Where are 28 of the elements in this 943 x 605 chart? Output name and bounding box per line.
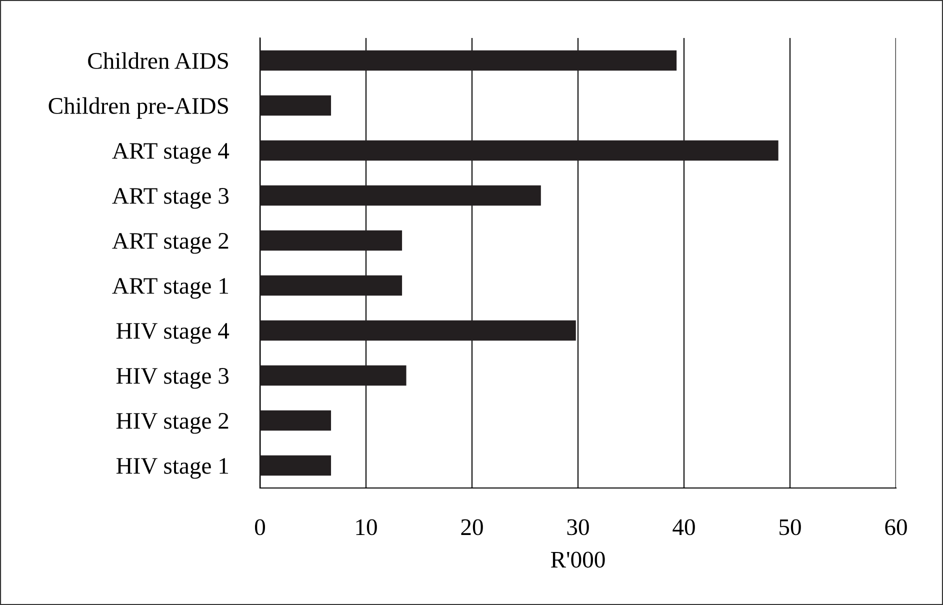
y-tick-label: ART stage 4 xyxy=(112,143,230,164)
bar xyxy=(260,455,332,476)
x-tick-label: 0 xyxy=(254,519,266,536)
x-tick-label: 20 xyxy=(461,519,483,536)
x-tick-label: 30 xyxy=(567,519,589,536)
bar xyxy=(260,50,677,71)
x-tick-label: 60 xyxy=(885,519,907,536)
bar xyxy=(260,320,576,341)
y-tick-label: HIV stage 3 xyxy=(116,368,229,389)
y-tick-label: ART stage 1 xyxy=(112,278,228,299)
bar xyxy=(260,95,332,116)
y-tick-label: HIV stage 2 xyxy=(116,413,228,434)
bar xyxy=(260,365,406,386)
x-axis-title: R'000 xyxy=(550,552,605,568)
y-tick-label: ART stage 3 xyxy=(112,188,229,209)
x-tick-label: 40 xyxy=(672,519,695,536)
bar xyxy=(260,230,402,251)
bar xyxy=(260,275,402,296)
bar xyxy=(260,185,541,206)
y-tick-label: Children pre-AIDS xyxy=(48,97,228,119)
y-tick-label: HIV stage 1 xyxy=(116,458,228,479)
y-tick-label: Children AIDS xyxy=(88,52,228,69)
bar xyxy=(260,410,332,431)
bar xyxy=(260,140,778,161)
x-tick-label: 10 xyxy=(356,519,377,536)
x-tick-label: 50 xyxy=(780,519,801,536)
y-tick-label: ART stage 2 xyxy=(112,233,228,254)
y-tick-label: HIV stage 4 xyxy=(116,323,230,344)
